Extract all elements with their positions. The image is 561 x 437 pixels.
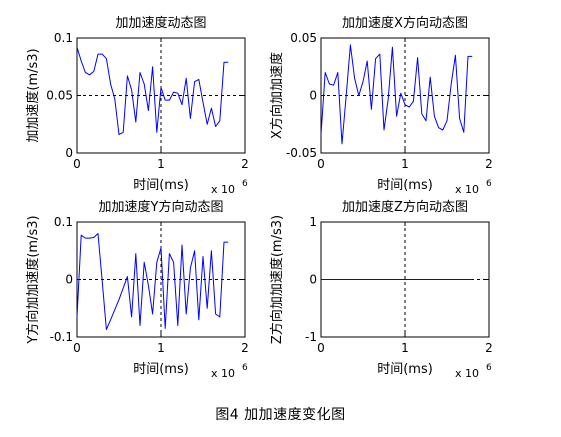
y-tick-label: 0.1	[54, 215, 73, 229]
x-tick-label: 1	[401, 341, 409, 355]
x-axis-exponent-label: x 10	[211, 183, 235, 196]
y-tick-label: -0.05	[286, 146, 317, 160]
x-axis-exponent-label: x 10	[211, 367, 235, 380]
y-tick-label: 0.05	[46, 89, 73, 103]
x-tick-label: 2	[485, 341, 493, 355]
x-axis-exponent-power: 6	[242, 179, 248, 189]
x-axis-label: 时间(ms)	[133, 362, 189, 377]
y-tick-label: 0	[65, 273, 73, 287]
y-axis-label: 加加速度(m/s3)	[25, 48, 41, 142]
chart-title: 加加速度Y方向动态图	[99, 199, 224, 215]
x-tick-label: 1	[401, 157, 409, 171]
chart-title: 加加速度Z方向动态图	[342, 199, 468, 215]
y-axis-label: X方向加加速度	[269, 52, 285, 139]
x-tick-label: 0	[317, 157, 325, 171]
chart-title: 加加速度动态图	[115, 15, 206, 31]
x-tick-label: 0	[73, 341, 81, 355]
x-axis-label: 时间(ms)	[133, 178, 189, 193]
series-line	[320, 44, 473, 145]
y-tick-label: 1	[309, 215, 317, 229]
y-axis-label: Z方向加加速度(m/s3)	[269, 215, 285, 344]
x-axis-label: 时间(ms)	[377, 178, 433, 193]
chart-title: 加加速度X方向动态图	[342, 15, 468, 31]
x-tick-label: 0	[317, 341, 325, 355]
x-tick-label: 0	[73, 157, 81, 171]
y-tick-label: 0.1	[54, 31, 73, 45]
x-axis-exponent-label: x 10	[455, 183, 479, 196]
y-tick-label: 0	[309, 89, 317, 103]
x-axis-exponent-label: x 10	[455, 367, 479, 380]
series-line	[76, 47, 229, 136]
x-tick-label: 2	[241, 341, 249, 355]
y-axis-label: Y方向加加速度(m/s3)	[25, 215, 41, 344]
figure-caption: 图4 加加速度变化图	[215, 407, 346, 423]
y-tick-label: 0	[65, 146, 73, 160]
y-tick-label: 0.05	[290, 31, 317, 45]
x-tick-label: 2	[241, 157, 249, 171]
x-axis-exponent-power: 6	[486, 179, 492, 189]
y-tick-label: 0	[309, 273, 317, 287]
series-line	[76, 233, 229, 330]
x-axis-label: 时间(ms)	[377, 362, 433, 377]
x-axis-exponent-power: 6	[242, 363, 248, 373]
y-tick-label: -0.1	[50, 330, 73, 344]
y-tick-label: -1	[305, 330, 317, 344]
x-axis-exponent-power: 6	[486, 363, 492, 373]
x-tick-label: 1	[157, 157, 165, 171]
x-tick-label: 2	[485, 157, 493, 171]
x-tick-label: 1	[157, 341, 165, 355]
